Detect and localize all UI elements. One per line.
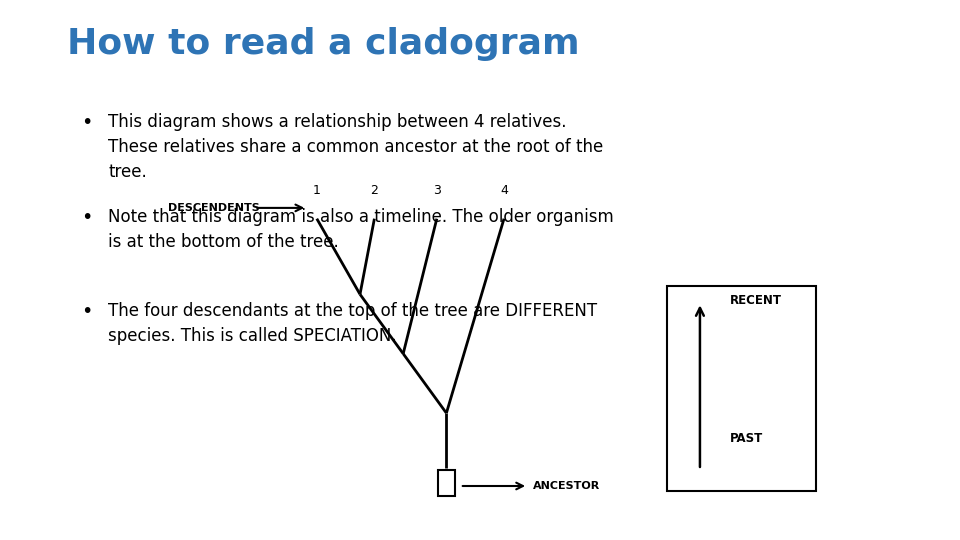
Text: The four descendants at the top of the tree are DIFFERENT
species. This is calle: The four descendants at the top of the t… xyxy=(108,302,598,346)
Text: •: • xyxy=(82,113,93,132)
Text: PAST: PAST xyxy=(730,433,763,446)
Bar xyxy=(667,286,816,491)
Bar xyxy=(438,470,455,496)
Text: 4: 4 xyxy=(500,184,508,197)
Text: How to read a cladogram: How to read a cladogram xyxy=(67,27,580,61)
Text: This diagram shows a relationship between 4 relatives.
These relatives share a c: This diagram shows a relationship betwee… xyxy=(108,113,604,181)
Text: •: • xyxy=(82,302,93,321)
Text: RECENT: RECENT xyxy=(730,294,781,307)
Text: ANCESTOR: ANCESTOR xyxy=(533,481,600,491)
Text: •: • xyxy=(82,208,93,227)
Text: 1: 1 xyxy=(313,184,321,197)
Text: 3: 3 xyxy=(433,184,441,197)
Text: 2: 2 xyxy=(371,184,378,197)
Text: Note that this diagram is also a timeline. The older organism
is at the bottom o: Note that this diagram is also a timelin… xyxy=(108,208,614,251)
Text: DESCENDENTS: DESCENDENTS xyxy=(168,203,260,213)
